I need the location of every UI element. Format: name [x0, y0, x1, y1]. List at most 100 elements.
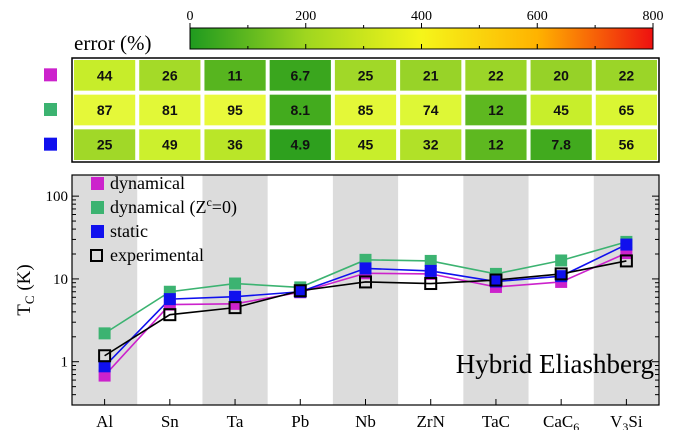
- heatmap-row-marker: [44, 137, 57, 151]
- heatmap-cell: [204, 129, 266, 160]
- data-point: [359, 262, 372, 275]
- heatmap-cell: [269, 60, 331, 91]
- data-point: [294, 285, 307, 298]
- legend-label-suffix: =0): [212, 197, 237, 218]
- heatmap-cell-label: 11: [228, 67, 243, 83]
- data-point: [359, 275, 372, 289]
- heatmap-cell: [74, 60, 136, 91]
- tc-chart: 1 10 100 Al Sn Ta Pb Nb ZrN TaC CaC6 V3Si TC (K) d…: [14, 173, 660, 430]
- y-tick-label: 10: [53, 272, 68, 288]
- heatmap-cell: [530, 60, 592, 91]
- x-tick-label-main: Al: [96, 412, 113, 430]
- legend-label: static: [110, 221, 148, 241]
- heatmap-cell-label: 32: [423, 137, 439, 153]
- heatmap-row-marker: [44, 103, 57, 116]
- x-tick-label: TaC: [482, 412, 510, 430]
- heatmap-cell: [400, 94, 462, 126]
- series-group: [98, 235, 633, 382]
- colorbar: error (%) 0 200 400 600 800: [74, 9, 664, 55]
- colorbar-tick-label: 600: [527, 9, 548, 24]
- heatmap-cell-label: 49: [162, 137, 178, 153]
- heatmap-cell-label: 6.7: [291, 67, 311, 83]
- heatmap-cell-label: 45: [358, 137, 374, 153]
- heatmap-cell: [139, 94, 201, 126]
- x-tick-label-main: V: [610, 412, 623, 430]
- y-axis-label: TC (K): [14, 264, 37, 315]
- heatmap-cell: [400, 129, 462, 160]
- colorbar-tick-label: 0: [187, 9, 194, 24]
- y-axis: 1 10 100: [46, 189, 659, 406]
- x-tick-label: Pb: [291, 412, 309, 430]
- heatmap-cell-label: 22: [488, 67, 504, 83]
- data-point: [98, 349, 112, 363]
- legend-label: dynamical (Zc=0): [110, 195, 237, 218]
- heatmap-cell-label: 4.9: [291, 137, 311, 153]
- heatmap-cell-label: 56: [619, 137, 635, 153]
- heatmap-cell-label: 36: [227, 137, 243, 153]
- heatmap-cell: [334, 94, 397, 126]
- data-point: [424, 254, 437, 267]
- heatmap-cell: [595, 60, 657, 91]
- data-point: [98, 369, 111, 382]
- x-tick-label: Ta: [227, 412, 244, 430]
- heatmap-cell-label: 45: [553, 102, 569, 118]
- data-point: [555, 254, 568, 267]
- category-band: [332, 175, 399, 405]
- heatmap-cell-label: 95: [227, 102, 243, 118]
- x-tick-label: Al: [96, 412, 113, 430]
- x-tick-label: V3Si: [610, 412, 643, 430]
- x-tick-label-sub: 6: [573, 420, 579, 430]
- x-tick-label-main: Ta: [227, 412, 244, 430]
- heatmap-cell-label: 44: [97, 67, 113, 83]
- heatmap-cell: [465, 129, 527, 160]
- colorbar-tick-label: 200: [295, 9, 316, 24]
- colorbar-label: error (%): [74, 31, 152, 55]
- heatmap-cell: [74, 129, 136, 160]
- x-tick-label-sub: 3: [622, 420, 628, 430]
- heatmap-cell: [74, 94, 136, 126]
- colorbar-ticks: 0 200 400 600 800: [187, 9, 664, 49]
- heatmap-cell-label: 7.8: [551, 137, 571, 153]
- data-point: [98, 360, 111, 373]
- colorbar-tick-label: 800: [643, 9, 664, 24]
- heatmap-cell-label: 25: [97, 137, 113, 153]
- heatmap-cell: [465, 94, 527, 126]
- heatmap-cell: [139, 129, 201, 160]
- series-line: [104, 260, 627, 357]
- colorbar-tick-label: 400: [411, 9, 432, 24]
- x-axis: Al Sn Ta Pb Nb ZrN TaC CaC6 V3Si: [96, 399, 643, 430]
- heatmap-cell: [465, 60, 527, 91]
- heatmap-cell-label: 26: [162, 67, 178, 83]
- data-point: [163, 293, 176, 306]
- x-tick-label-main: CaC: [543, 412, 573, 430]
- x-tick-label-main: TaC: [482, 412, 510, 430]
- data-point: [229, 290, 242, 303]
- y-axis-label-tail: (K): [14, 264, 35, 295]
- x-tick-label: ZrN: [417, 412, 445, 430]
- heatmap-row-marker: [44, 68, 57, 82]
- x-tick-label-tail: Si: [628, 412, 642, 430]
- legend-label-prefix: dynamical (Z: [110, 197, 206, 218]
- heatmap-cell: [530, 94, 592, 126]
- data-point: [424, 264, 437, 277]
- heatmap-cell-label: 87: [97, 102, 113, 118]
- heatmap-cell: [595, 129, 657, 160]
- chart-annotation: Hybrid Eliashberg: [456, 349, 654, 379]
- data-point: [489, 273, 503, 287]
- data-point: [619, 254, 633, 268]
- x-tick-label: CaC6: [543, 412, 579, 430]
- data-point: [620, 238, 633, 251]
- category-band: [593, 175, 659, 405]
- heatmap-cell-label: 12: [488, 102, 504, 118]
- heatmap-cell-label: 65: [619, 102, 635, 118]
- y-axis-label-main: T: [14, 304, 35, 316]
- y-tick-label: 1: [61, 355, 69, 371]
- heatmap-cell-label: 85: [358, 102, 374, 118]
- heatmap-cell: [139, 60, 201, 91]
- x-tick-label: Sn: [161, 412, 179, 430]
- legend-marker: [91, 201, 104, 214]
- heatmap-cell: [204, 94, 266, 126]
- legend-marker: [91, 225, 104, 238]
